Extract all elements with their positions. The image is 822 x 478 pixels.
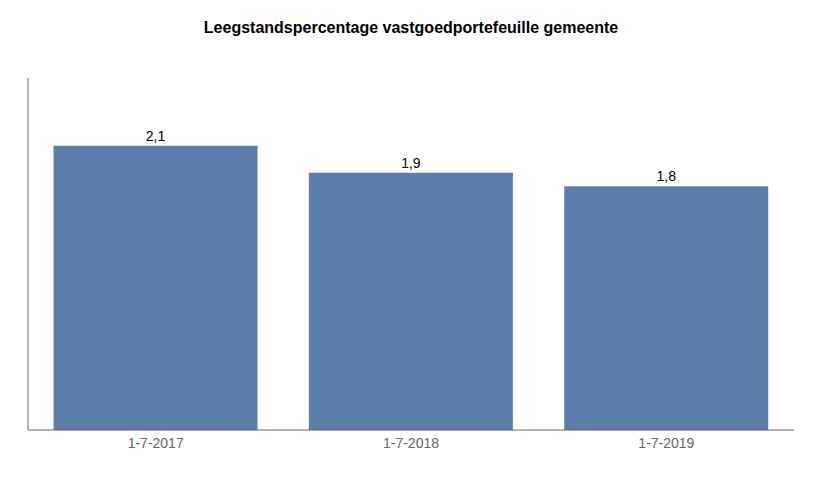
svg-text:1-7-2017: 1-7-2017 [128, 435, 184, 451]
svg-text:1,8: 1,8 [656, 168, 676, 184]
svg-text:2,1: 2,1 [146, 128, 166, 144]
svg-text:1-7-2019: 1-7-2019 [638, 435, 694, 451]
html-text:Leegstandspercentage vastgoedp: Leegstandspercentage vastgoedportefeuill… [203, 19, 619, 36]
svg-text:1-7-2018: 1-7-2018 [383, 435, 439, 451]
svg-text:1,9: 1,9 [401, 155, 421, 171]
